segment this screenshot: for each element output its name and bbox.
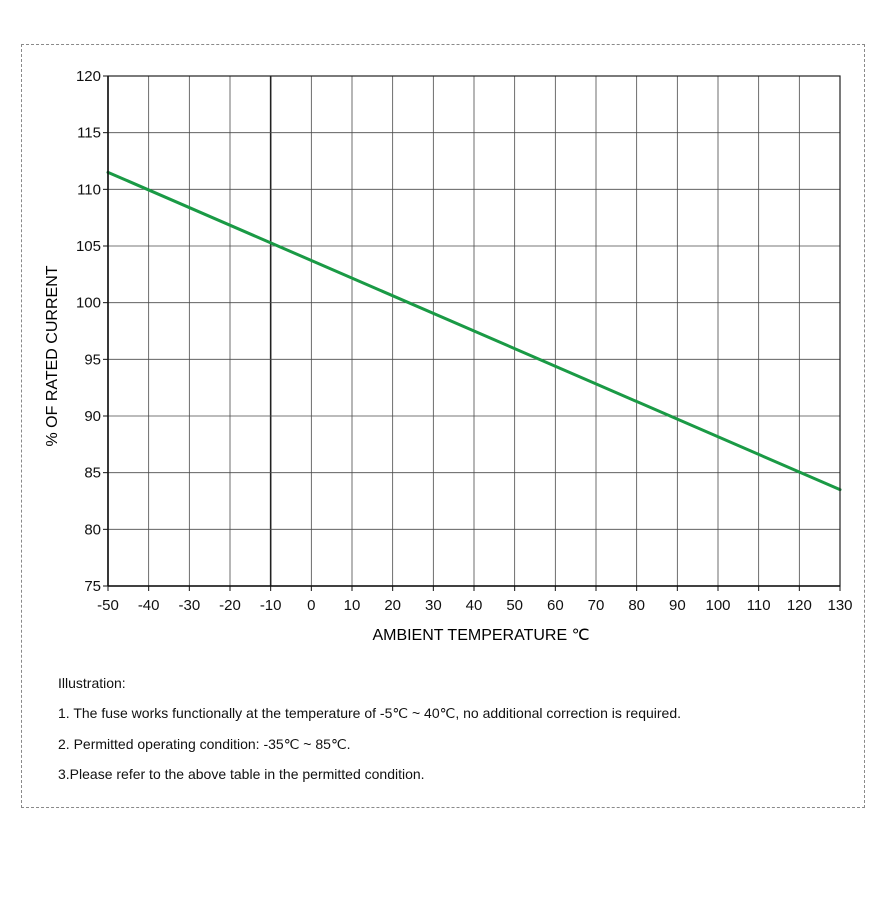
- x-tick-label: 90: [669, 597, 686, 614]
- y-tick-label: 90: [84, 408, 101, 425]
- y-axis-label: % OF RATED CURRENT: [44, 265, 61, 446]
- x-tick-label: 10: [344, 597, 361, 614]
- y-tick-label: 80: [84, 521, 101, 538]
- y-tick-label: 100: [76, 295, 101, 312]
- x-tick-label: 120: [787, 597, 812, 614]
- y-tick-label: 75: [84, 578, 101, 595]
- x-tick-label: 50: [506, 597, 523, 614]
- axes: [103, 75, 841, 591]
- series-line: [106, 170, 842, 492]
- y-tick-label: 120: [76, 68, 101, 85]
- x-tick-label: 80: [628, 597, 645, 614]
- x-tick-labels: -50 -40 -30 -20 -10 0 10 20 30 40 50 60 70 80 90 100 110…: [97, 597, 852, 614]
- x-tick-label: -40: [138, 597, 160, 614]
- x-tick-label: 100: [705, 597, 730, 614]
- y-tick-labels: 75 80 85 90 95 100 105 110 115 120: [76, 68, 101, 595]
- note-item-2: 2. Permitted operating condition: -35℃ ~…: [58, 736, 351, 752]
- x-tick-label: -10: [260, 597, 282, 614]
- x-tick-label: 110: [747, 597, 771, 614]
- x-tick-label: 70: [588, 597, 605, 614]
- x-tick-label: -30: [178, 597, 200, 614]
- y-tick-label: 85: [84, 465, 101, 482]
- x-axis-label: AMBIENT TEMPERATURE ℃: [372, 627, 589, 644]
- derating-chart: -50 -40 -30 -20 -10 0 10 20 30 40 50 60 70 80 90 100 110…: [44, 68, 853, 644]
- x-tick-label: 20: [384, 597, 401, 614]
- series-layer: [106, 170, 842, 492]
- y-tick-label: 95: [84, 351, 101, 368]
- note-item-1: 1. The fuse works functionally at the te…: [58, 705, 682, 721]
- grid-lines: [107, 75, 841, 587]
- y-tick-label: 115: [77, 125, 101, 142]
- dashed-border-frame: [21, 44, 865, 808]
- x-tick-label: 0: [307, 597, 315, 614]
- x-tick-label: -50: [97, 597, 119, 614]
- note-item-3: 3.Please refer to the above table in the…: [58, 766, 425, 782]
- x-tick-label: 130: [827, 597, 852, 614]
- notes-heading: Illustration:: [58, 675, 126, 691]
- y-tick-label: 110: [77, 181, 101, 198]
- x-tick-label: 30: [425, 597, 442, 614]
- y-tick-label: 105: [76, 238, 101, 255]
- x-tick-label: -20: [219, 597, 241, 614]
- x-tick-label: 40: [466, 597, 483, 614]
- x-tick-label: 60: [547, 597, 564, 614]
